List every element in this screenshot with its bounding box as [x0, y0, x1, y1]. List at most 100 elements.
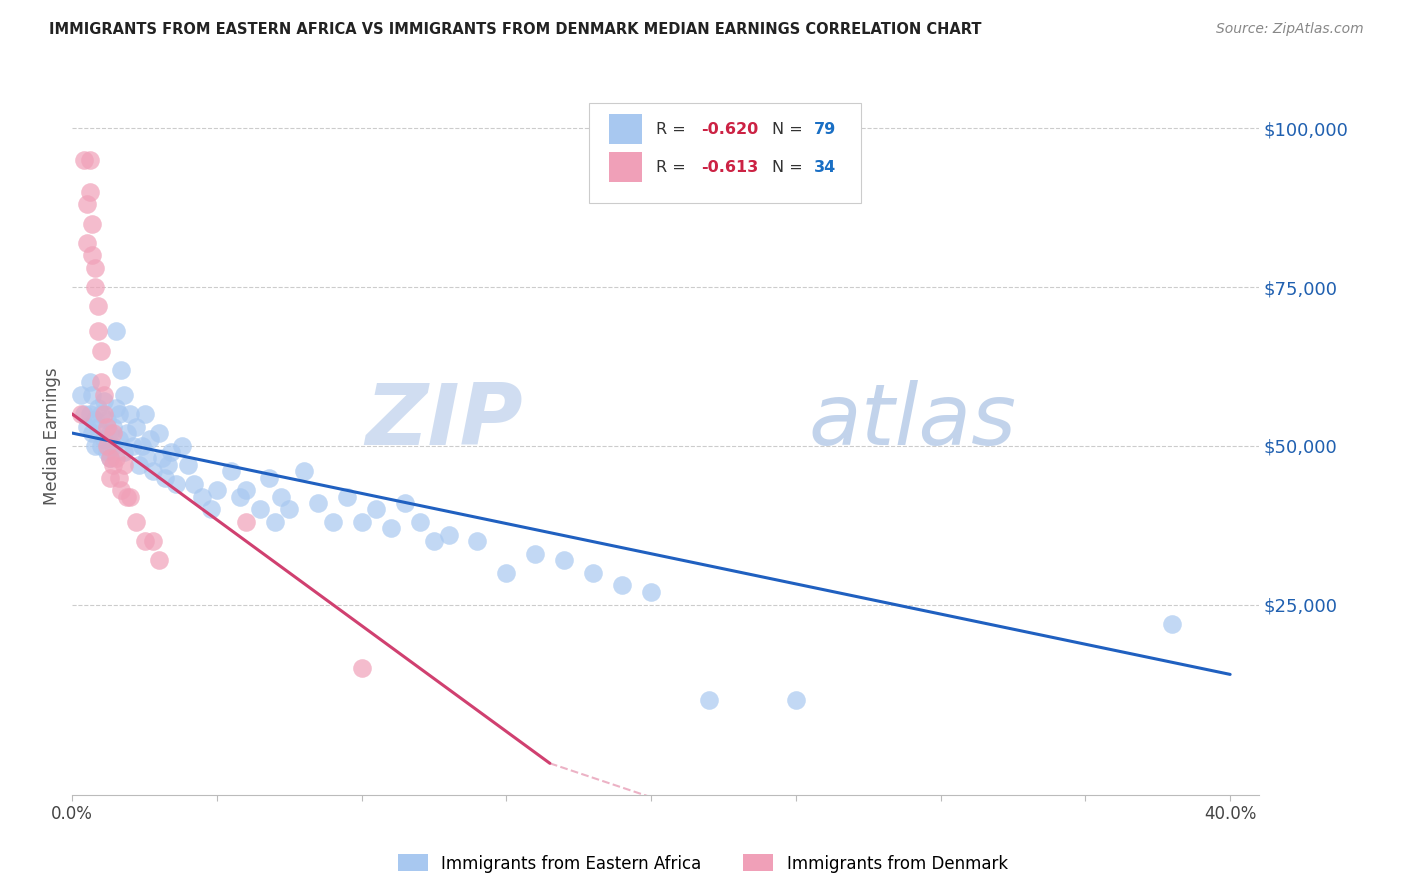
Point — [423, 534, 446, 549]
Point — [84, 260, 107, 275]
Point — [257, 470, 280, 484]
Text: N =: N = — [772, 121, 808, 136]
Point — [125, 419, 148, 434]
Point — [82, 248, 104, 262]
FancyBboxPatch shape — [609, 114, 643, 145]
Point — [70, 388, 93, 402]
Point — [495, 566, 517, 580]
Point — [93, 394, 115, 409]
Point — [125, 515, 148, 529]
Point — [153, 470, 176, 484]
Text: R =: R = — [657, 121, 690, 136]
Point — [139, 433, 162, 447]
Point — [612, 578, 634, 592]
Point — [110, 483, 132, 498]
Point — [640, 585, 662, 599]
Point — [191, 490, 214, 504]
Point — [394, 496, 416, 510]
Point — [82, 426, 104, 441]
Point — [229, 490, 252, 504]
Point — [524, 547, 547, 561]
Point — [79, 407, 101, 421]
Point — [142, 534, 165, 549]
Point — [96, 413, 118, 427]
Point — [177, 458, 200, 472]
Point — [134, 407, 156, 421]
Text: Source: ZipAtlas.com: Source: ZipAtlas.com — [1216, 22, 1364, 37]
Point — [93, 407, 115, 421]
Point — [104, 325, 127, 339]
Text: R =: R = — [657, 160, 690, 175]
Point — [87, 401, 110, 415]
Point — [98, 426, 121, 441]
Point — [136, 451, 159, 466]
Point — [76, 419, 98, 434]
Point — [437, 527, 460, 541]
Point — [107, 433, 129, 447]
Point — [82, 388, 104, 402]
Point — [270, 490, 292, 504]
Point — [87, 299, 110, 313]
Y-axis label: Median Earnings: Median Earnings — [44, 368, 60, 505]
Point — [98, 451, 121, 466]
Point — [90, 343, 112, 358]
Point — [156, 458, 179, 472]
Point — [70, 407, 93, 421]
Point — [553, 553, 575, 567]
Point — [84, 413, 107, 427]
Point — [101, 439, 124, 453]
Point — [112, 458, 135, 472]
Point — [112, 388, 135, 402]
Point — [79, 153, 101, 167]
Point — [79, 185, 101, 199]
Point — [183, 476, 205, 491]
Point — [73, 407, 96, 421]
Point — [79, 376, 101, 390]
FancyBboxPatch shape — [589, 103, 862, 203]
Point — [122, 439, 145, 453]
Point — [205, 483, 228, 498]
Point — [292, 464, 315, 478]
Point — [104, 451, 127, 466]
Text: -0.613: -0.613 — [702, 160, 758, 175]
Point — [785, 693, 807, 707]
Point — [110, 362, 132, 376]
Point — [90, 439, 112, 453]
Point — [278, 502, 301, 516]
Point — [90, 376, 112, 390]
Point — [249, 502, 271, 516]
Point — [408, 515, 430, 529]
Point — [101, 458, 124, 472]
Point — [104, 401, 127, 415]
Point — [172, 439, 194, 453]
Point — [350, 661, 373, 675]
Point — [98, 451, 121, 466]
Text: ZIP: ZIP — [366, 380, 523, 464]
Point — [93, 388, 115, 402]
Point — [336, 490, 359, 504]
Point — [148, 553, 170, 567]
Point — [1161, 616, 1184, 631]
Point — [200, 502, 222, 516]
Point — [98, 470, 121, 484]
Point — [73, 153, 96, 167]
Point — [366, 502, 388, 516]
Point — [165, 476, 187, 491]
Point — [76, 235, 98, 250]
Point — [221, 464, 243, 478]
Point — [134, 534, 156, 549]
Point — [96, 445, 118, 459]
Text: 34: 34 — [814, 160, 837, 175]
Point — [582, 566, 605, 580]
Point — [350, 515, 373, 529]
Point — [120, 407, 142, 421]
Point — [150, 451, 173, 466]
Text: IMMIGRANTS FROM EASTERN AFRICA VS IMMIGRANTS FROM DENMARK MEDIAN EARNINGS CORREL: IMMIGRANTS FROM EASTERN AFRICA VS IMMIGR… — [49, 22, 981, 37]
Point — [697, 693, 720, 707]
Point — [322, 515, 344, 529]
Point — [307, 496, 329, 510]
Text: N =: N = — [772, 160, 808, 175]
FancyBboxPatch shape — [609, 152, 643, 182]
Legend: Immigrants from Eastern Africa, Immigrants from Denmark: Immigrants from Eastern Africa, Immigran… — [391, 847, 1015, 880]
Point — [128, 458, 150, 472]
